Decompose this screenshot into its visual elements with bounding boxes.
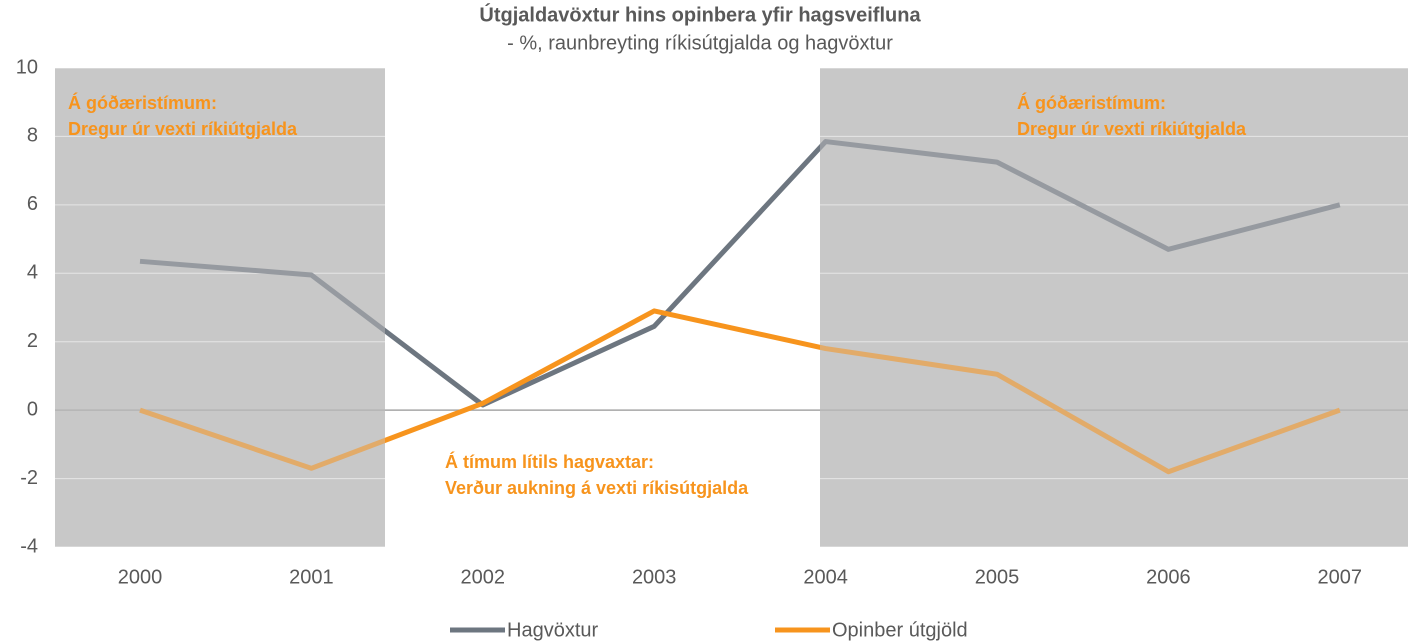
y-tick-label: 8: [27, 125, 38, 147]
annotation: Á tímum lítils hagvaxtar:: [445, 451, 654, 472]
annotation: Dregur úr vexti ríkiútgjalda: [68, 119, 298, 139]
y-tick-label: 6: [27, 193, 38, 215]
x-tick-label: 2007: [1318, 566, 1363, 588]
x-tick-label: 2005: [975, 566, 1020, 588]
shade-overlay: [55, 68, 385, 547]
annotation: Á góðæristímum:: [68, 92, 217, 113]
y-tick-label: 10: [16, 56, 38, 78]
chart-title: Útgjaldavöxtur hins opinbera yfir hagsve…: [479, 2, 921, 26]
x-tick-label: 2006: [1146, 566, 1191, 588]
shaded-region: [55, 68, 385, 547]
chart-subtitle: - %, raunbreyting ríkisútgjalda og hagvö…: [507, 32, 893, 54]
x-tick-label: 2000: [118, 566, 163, 588]
legend-label: Hagvöxtur: [507, 619, 598, 641]
x-tick-label: 2001: [289, 566, 334, 588]
shade-overlay: [820, 68, 1408, 547]
y-tick-label: 2: [27, 330, 38, 352]
x-tick-label: 2004: [803, 566, 848, 588]
shaded-region: [820, 68, 1408, 547]
y-tick-label: -2: [20, 467, 38, 489]
y-tick-label: 4: [27, 262, 38, 284]
x-tick-label: 2002: [461, 566, 506, 588]
y-tick-label: 0: [27, 398, 38, 420]
annotation: Verður aukning á vexti ríkisútgjalda: [445, 478, 749, 498]
annotation: Á góðæristímum:: [1017, 92, 1166, 113]
legend-label: Opinber útgjöld: [832, 619, 968, 641]
y-tick-label: -4: [20, 535, 38, 557]
series-line: [139, 308, 1341, 475]
annotation: Dregur úr vexti ríkiútgjalda: [1017, 119, 1247, 139]
x-tick-label: 2003: [632, 566, 677, 588]
series-line: [139, 139, 1341, 408]
